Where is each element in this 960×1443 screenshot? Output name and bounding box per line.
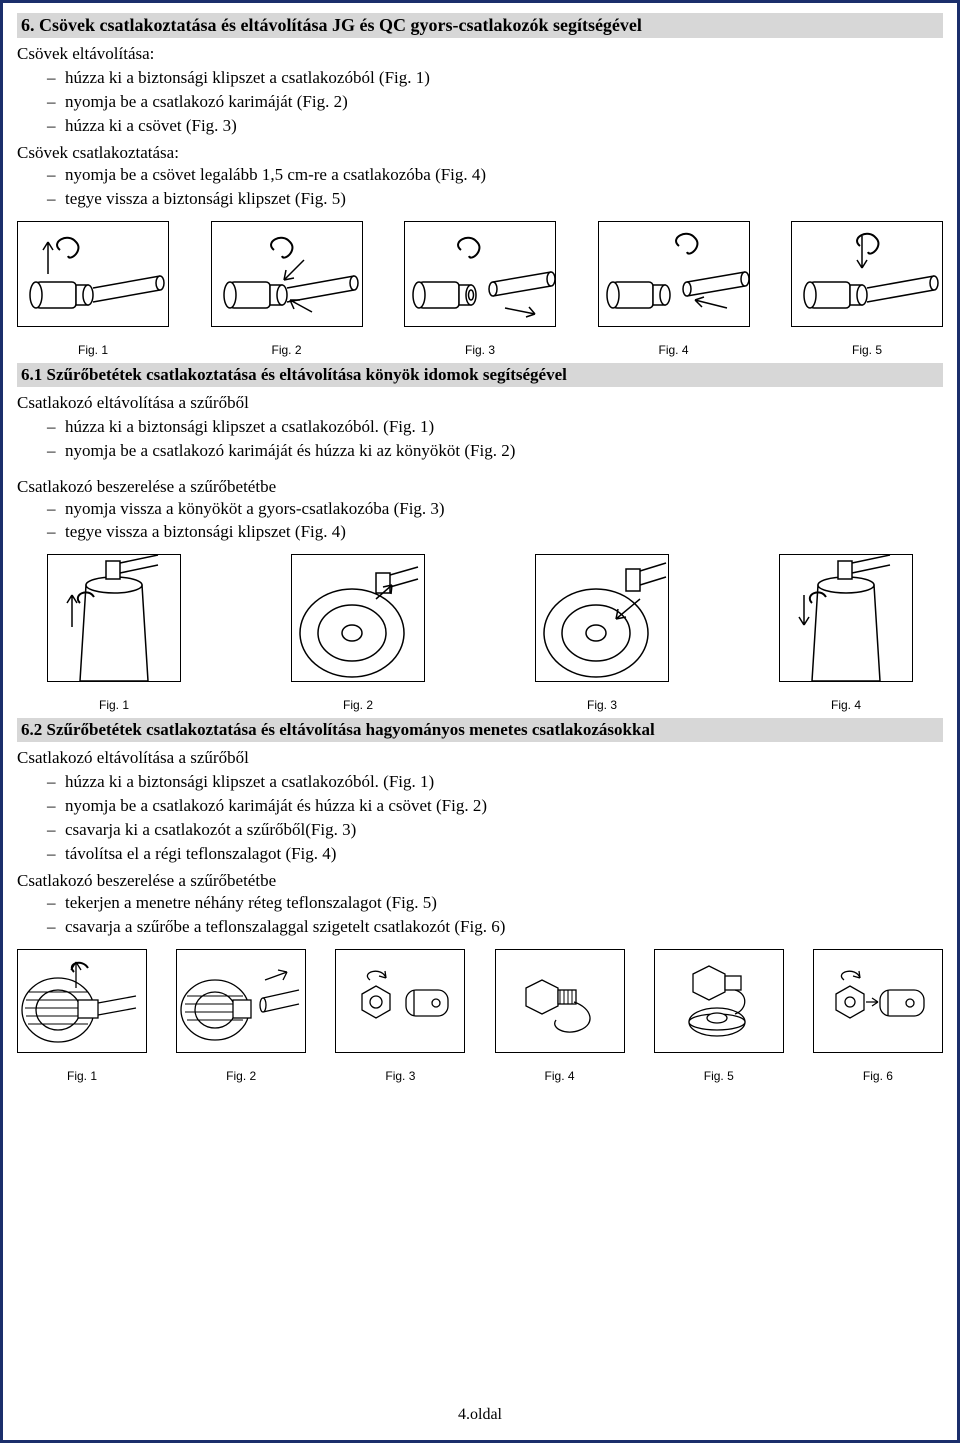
section-6-attach-list: nyomja be a csövet legalább 1,5 cm-re a … bbox=[17, 163, 943, 211]
list-item: tegye vissza a biztonsági klipszet (Fig.… bbox=[17, 187, 943, 211]
figure-label: Fig. 4 bbox=[658, 343, 688, 357]
figure-cell: Fig. 2 bbox=[176, 949, 306, 1083]
figure-box bbox=[17, 949, 147, 1053]
figure-box bbox=[598, 221, 750, 327]
threaded-connector-icon bbox=[18, 950, 146, 1052]
figure-cell: Fig. 5 bbox=[791, 221, 943, 357]
figure-box bbox=[495, 949, 625, 1053]
list-item: húzza ki a biztonsági klipszet a csatlak… bbox=[17, 66, 943, 90]
filter-elbow-icon bbox=[780, 555, 912, 681]
section-6-1-remove-list: húzza ki a biztonsági klipszet a csatlak… bbox=[17, 415, 943, 463]
tube-connector-icon bbox=[212, 222, 362, 326]
page-footer: 4.oldal bbox=[3, 1406, 957, 1424]
section-6-2-remove-list: húzza ki a biztonsági klipszet a csatlak… bbox=[17, 770, 943, 865]
figure-box bbox=[291, 554, 425, 682]
list-item: tegye vissza a biztonsági klipszet (Fig.… bbox=[17, 520, 943, 544]
section-6-1-remove-title: Csatlakozó eltávolítása a szűrőből bbox=[17, 393, 943, 413]
figure-cell: Fig. 4 bbox=[779, 554, 913, 712]
figure-cell: Fig. 3 bbox=[404, 221, 556, 357]
figure-box bbox=[813, 949, 943, 1053]
threaded-connector-icon bbox=[177, 950, 305, 1052]
figure-cell: Fig. 6 bbox=[813, 949, 943, 1083]
list-item: nyomja be a csatlakozó karimáját és húzz… bbox=[17, 439, 943, 463]
figure-label: Fig. 5 bbox=[852, 343, 882, 357]
figure-box bbox=[335, 949, 465, 1053]
figure-cell: Fig. 4 bbox=[495, 949, 625, 1083]
section-6-1-install-list: nyomja vissza a könyököt a gyors-csatlak… bbox=[17, 497, 943, 545]
threaded-connector-icon bbox=[814, 950, 942, 1052]
figure-label: Fig. 3 bbox=[385, 1069, 415, 1083]
section-6-attach-title: Csövek csatlakoztatása: bbox=[17, 143, 943, 163]
figure-cell: Fig. 2 bbox=[211, 221, 363, 357]
section-6-figures: Fig. 1 bbox=[17, 221, 943, 357]
figure-label: Fig. 1 bbox=[67, 1069, 97, 1083]
section-6-remove-title: Csövek eltávolítása: bbox=[17, 44, 943, 64]
list-item: távolítsa el a régi teflonszalagot (Fig.… bbox=[17, 842, 943, 866]
list-item: nyomja be a csatlakozó karimáját (Fig. 2… bbox=[17, 90, 943, 114]
section-6-1-figures: Fig. 1 Fig. 2 bbox=[17, 554, 943, 712]
figure-label: Fig. 1 bbox=[78, 343, 108, 357]
list-item: húzza ki a biztonsági klipszet a csatlak… bbox=[17, 770, 943, 794]
figure-cell: Fig. 3 bbox=[335, 949, 465, 1083]
figure-box bbox=[404, 221, 556, 327]
figure-cell: Fig. 1 bbox=[17, 221, 169, 357]
figure-label: Fig. 4 bbox=[831, 698, 861, 712]
threaded-connector-icon bbox=[336, 950, 464, 1052]
section-6-1-install-title: Csatlakozó beszerelése a szűrőbetétbe bbox=[17, 477, 943, 497]
figure-label: Fig. 3 bbox=[587, 698, 617, 712]
figure-box bbox=[779, 554, 913, 682]
section-6-2-figures: Fig. 1 bbox=[17, 949, 943, 1083]
figure-box bbox=[47, 554, 181, 682]
tube-connector-icon bbox=[792, 222, 942, 326]
figure-cell: Fig. 1 bbox=[17, 949, 147, 1083]
list-item: húzza ki a biztonsági klipszet a csatlak… bbox=[17, 415, 943, 439]
list-item: csavarja ki a csatlakozót a szűrőből(Fig… bbox=[17, 818, 943, 842]
threaded-connector-icon bbox=[496, 950, 624, 1052]
figure-label: Fig. 3 bbox=[465, 343, 495, 357]
figure-label: Fig. 6 bbox=[863, 1069, 893, 1083]
figure-cell: Fig. 4 bbox=[598, 221, 750, 357]
figure-box bbox=[654, 949, 784, 1053]
list-item: húzza ki a csövet (Fig. 3) bbox=[17, 114, 943, 138]
figure-label: Fig. 5 bbox=[704, 1069, 734, 1083]
figure-box bbox=[176, 949, 306, 1053]
list-item: nyomja be a csövet legalább 1,5 cm-re a … bbox=[17, 163, 943, 187]
figure-cell: Fig. 5 bbox=[654, 949, 784, 1083]
list-item: nyomja vissza a könyököt a gyors-csatlak… bbox=[17, 497, 943, 521]
figure-box bbox=[791, 221, 943, 327]
figure-label: Fig. 2 bbox=[343, 698, 373, 712]
figure-box bbox=[535, 554, 669, 682]
section-6-2-remove-title: Csatlakozó eltávolítása a szűrőből bbox=[17, 748, 943, 768]
threaded-connector-icon bbox=[655, 950, 783, 1052]
figure-label: Fig. 2 bbox=[226, 1069, 256, 1083]
filter-elbow-icon bbox=[48, 555, 180, 681]
figure-label: Fig. 2 bbox=[271, 343, 301, 357]
figure-box bbox=[17, 221, 169, 327]
section-6-heading: 6. Csövek csatlakoztatása és eltávolítás… bbox=[17, 13, 943, 38]
tube-connector-icon bbox=[405, 222, 555, 326]
section-6-2-install-list: tekerjen a menetre néhány réteg teflonsz… bbox=[17, 891, 943, 939]
list-item: nyomja be a csatlakozó karimáját és húzz… bbox=[17, 794, 943, 818]
figure-label: Fig. 4 bbox=[545, 1069, 575, 1083]
tube-connector-icon bbox=[18, 222, 168, 326]
section-6-1-heading: 6.1 Szűrőbetétek csatlakoztatása és eltá… bbox=[17, 363, 943, 387]
section-6-2-install-title: Csatlakozó beszerelése a szűrőbetétbe bbox=[17, 871, 943, 891]
figure-cell: Fig. 1 bbox=[47, 554, 181, 712]
section-6-2-heading: 6.2 Szűrőbetétek csatlakoztatása és eltá… bbox=[17, 718, 943, 742]
filter-elbow-icon bbox=[292, 555, 424, 681]
section-6-remove-list: húzza ki a biztonsági klipszet a csatlak… bbox=[17, 66, 943, 137]
list-item: tekerjen a menetre néhány réteg teflonsz… bbox=[17, 891, 943, 915]
list-item: csavarja a szűrőbe a teflonszalaggal szi… bbox=[17, 915, 943, 939]
figure-label: Fig. 1 bbox=[99, 698, 129, 712]
filter-elbow-icon bbox=[536, 555, 668, 681]
tube-connector-icon bbox=[599, 222, 749, 326]
figure-cell: Fig. 3 bbox=[535, 554, 669, 712]
figure-cell: Fig. 2 bbox=[291, 554, 425, 712]
figure-box bbox=[211, 221, 363, 327]
page: 6. Csövek csatlakoztatása és eltávolítás… bbox=[0, 0, 960, 1443]
